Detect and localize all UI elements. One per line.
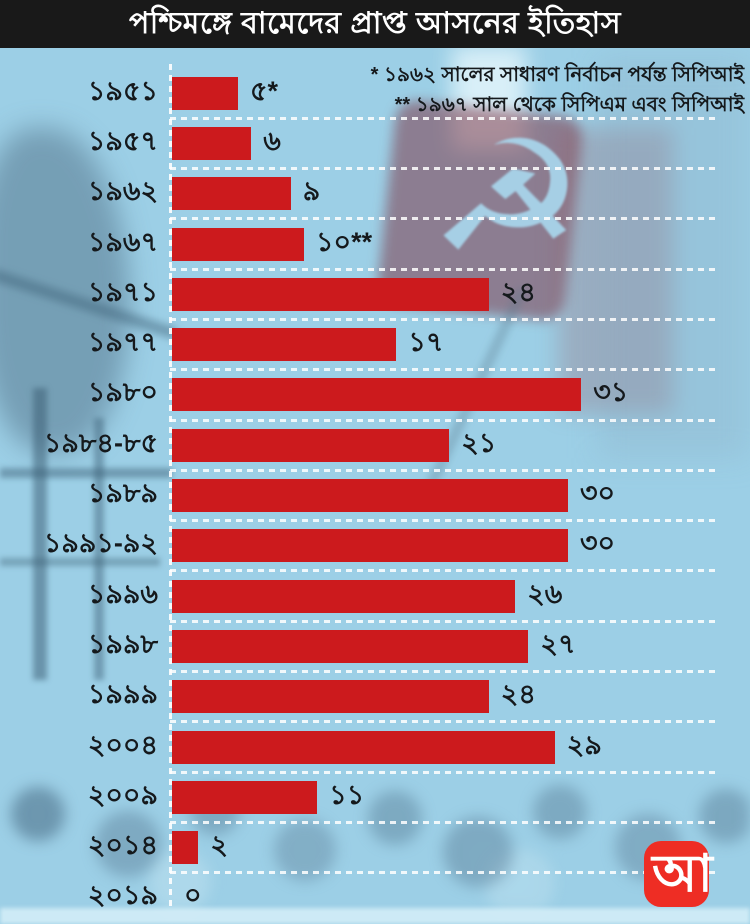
- year-label: ১৯৭১: [87, 276, 158, 307]
- seat-bar: [172, 428, 450, 462]
- year-label: ১৯৬৭: [87, 226, 158, 257]
- footnote-line-2: ** ১৯৬৭ সাল থেকে সিপিএম এবং সিপিআই: [394, 94, 744, 116]
- year-label: ১৯৯১-৯২: [43, 528, 158, 559]
- value-label: ৩১: [593, 377, 629, 408]
- year-label: ১৯৮৯: [87, 478, 158, 509]
- chart-title: পশ্চিমঙ্গে বামেদের প্রাপ্ত আসনের ইতিহাস: [128, 6, 622, 40]
- row-separator: [170, 418, 715, 422]
- value-label: ২৪: [500, 679, 536, 710]
- year-label: ১৯৮০: [87, 377, 158, 408]
- year-label: ১৯৯৯: [87, 679, 158, 710]
- chart-row: ১৯৯৬ ২৬: [0, 571, 750, 623]
- chart-row: ১৯৫৭ ৬: [0, 118, 750, 171]
- seat-bar: [172, 730, 555, 764]
- value-label: ২১: [461, 427, 497, 458]
- value-label: ০: [184, 880, 202, 911]
- chart-row: ১৯৮০ ৩১: [0, 370, 750, 422]
- chart-row: ২০১৪ ২: [0, 822, 750, 875]
- chart-row: ২০১৯ ০: [0, 873, 750, 923]
- value-label: ১০**: [316, 226, 373, 257]
- year-label: ১৯৫১: [87, 75, 158, 106]
- seat-bar: [172, 177, 291, 211]
- value-label: ৬: [263, 125, 281, 156]
- row-separator: [170, 519, 715, 523]
- row-separator: [170, 670, 715, 674]
- chart-row: ২০০৯ ১১: [0, 772, 750, 824]
- seat-bar: [172, 328, 397, 362]
- value-label: ২৯: [566, 729, 602, 760]
- chart-row: ১৯৭১ ২৪: [0, 269, 750, 321]
- row-separator: [170, 468, 715, 472]
- chart-title-bar: পশ্চিমঙ্গে বামেদের প্রাপ্ত আসনের ইতিহাস: [0, 0, 750, 48]
- year-label: ২০১৯: [87, 880, 158, 911]
- seat-bar: [172, 831, 199, 865]
- axis-baseline: [169, 64, 172, 910]
- chart-row: ১৯৯১-৯২ ৩০: [0, 521, 750, 573]
- year-label: ১৯৯৮: [87, 628, 158, 659]
- seat-bar: [172, 680, 489, 714]
- year-label: ২০১৪: [87, 830, 158, 861]
- year-label: ১৯৬২: [87, 176, 158, 207]
- seat-bar: [172, 529, 568, 563]
- footnote-line-1: * ১৯৬২ সালের সাধারণ নির্বাচন পর্যন্ত সিপ…: [370, 64, 744, 86]
- chart-row: ১৯৯৮ ২৭: [0, 621, 750, 674]
- chart-row: ১৯৮৯ ৩০: [0, 470, 750, 523]
- row-separator: [170, 569, 715, 573]
- value-label: ২: [210, 830, 228, 861]
- value-label: ৩০: [580, 528, 616, 559]
- value-label: ৫*: [250, 75, 279, 106]
- seat-bar: [172, 126, 252, 160]
- chart-row: ২০০৪ ২৯: [0, 722, 750, 774]
- chart-row: ১৯৯৯ ২৪: [0, 672, 750, 724]
- value-label: ৩০: [580, 478, 616, 509]
- row-separator: [170, 720, 715, 724]
- seat-bar: [172, 579, 516, 613]
- seat-bar: [172, 780, 318, 814]
- seat-bar: [172, 76, 238, 110]
- year-label: ১৯৯৬: [87, 578, 158, 609]
- seat-bar: [172, 629, 529, 663]
- chart-row: ১৯৮৪-৮৫ ২১: [0, 420, 750, 472]
- value-label: ২৪: [500, 276, 536, 307]
- chart-rows: ১৯৫১ ৫* ১৯৫৭ ৬ ১৯৬২ ৯ ১৯৬৭ ১০** ১৯৭১ ২৪ ১৯৭৭ ১৭ ১৯৮০…: [0, 68, 750, 923]
- seat-bar: [172, 479, 568, 513]
- seat-bar: [172, 227, 304, 261]
- publisher-logo: আ: [644, 841, 713, 907]
- row-separator: [170, 368, 715, 372]
- seat-bar: [172, 277, 489, 311]
- year-label: ১৯৮৪-৮৫: [43, 427, 158, 458]
- year-label: ১৯৫৭: [87, 125, 158, 156]
- seat-bar: [172, 378, 582, 412]
- value-label: ২৭: [540, 628, 576, 659]
- row-separator: [170, 619, 715, 623]
- value-label: ৯: [302, 176, 321, 207]
- publisher-logo-letter: আ: [652, 845, 713, 903]
- value-label: ১১: [329, 779, 365, 810]
- chart-row: ১৯৭৭ ১৭: [0, 319, 750, 372]
- chart-row: ১৯৬৭ ১০**: [0, 219, 750, 271]
- value-label: ২৬: [527, 578, 563, 609]
- chart-row: ১৯৬২ ৯: [0, 169, 750, 221]
- footnote-annotation: * ১৯৬২ সালের সাধারণ নির্বাচন পর্যন্ত সিপ…: [371, 60, 744, 120]
- year-label: ১৯৭৭: [87, 327, 158, 358]
- year-label: ২০০৪: [87, 729, 158, 760]
- value-label: ১৭: [408, 327, 444, 358]
- year-label: ২০০৯: [87, 779, 158, 810]
